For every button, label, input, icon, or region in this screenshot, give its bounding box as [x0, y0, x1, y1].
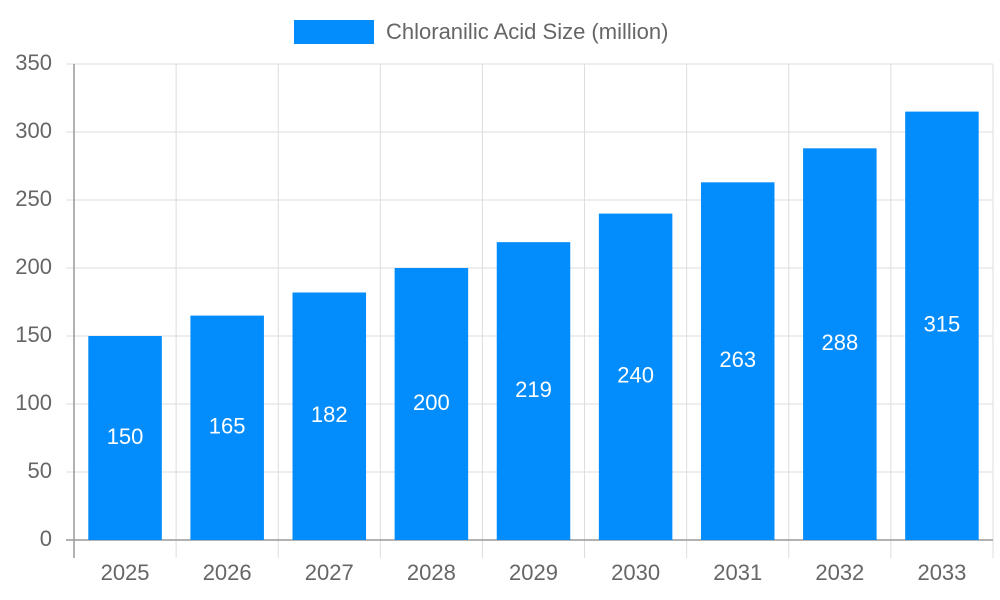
bar	[88, 336, 162, 540]
y-tick-label: 300	[15, 118, 52, 143]
bar	[190, 315, 264, 540]
x-tick-label: 2032	[815, 560, 864, 585]
data-label: 315	[924, 312, 961, 337]
bar	[803, 148, 877, 540]
x-tick-label: 2030	[611, 560, 660, 585]
data-label: 240	[617, 363, 654, 388]
y-tick-label: 0	[40, 526, 52, 551]
data-label: 288	[821, 330, 858, 355]
x-tick-label: 2026	[203, 560, 252, 585]
x-tick-label: 2025	[101, 560, 150, 585]
legend-swatch	[294, 20, 374, 44]
data-label: 182	[311, 402, 348, 427]
y-tick-label: 200	[15, 254, 52, 279]
bar	[598, 213, 673, 540]
y-tick-label: 100	[15, 390, 52, 415]
x-tick-label: 2031	[713, 560, 762, 585]
y-tick-label: 150	[15, 322, 52, 347]
x-tick-label: 2027	[305, 560, 354, 585]
y-tick-label: 250	[15, 186, 52, 211]
y-tick-label: 50	[28, 458, 52, 483]
y-tick-label: 350	[15, 50, 52, 75]
x-tick-label: 2033	[917, 560, 966, 585]
data-label: 263	[719, 347, 756, 372]
x-tick-label: 2028	[407, 560, 456, 585]
bar	[496, 242, 571, 540]
bar	[905, 111, 979, 540]
bar	[394, 268, 469, 540]
data-label: 219	[515, 377, 552, 402]
x-tick-label: 2029	[509, 560, 558, 585]
legend-label: Chloranilic Acid Size (million)	[386, 19, 668, 44]
data-label: 165	[209, 414, 246, 439]
bar	[700, 182, 775, 540]
bar	[292, 292, 367, 540]
data-label: 150	[107, 424, 144, 449]
data-label: 200	[413, 390, 450, 415]
